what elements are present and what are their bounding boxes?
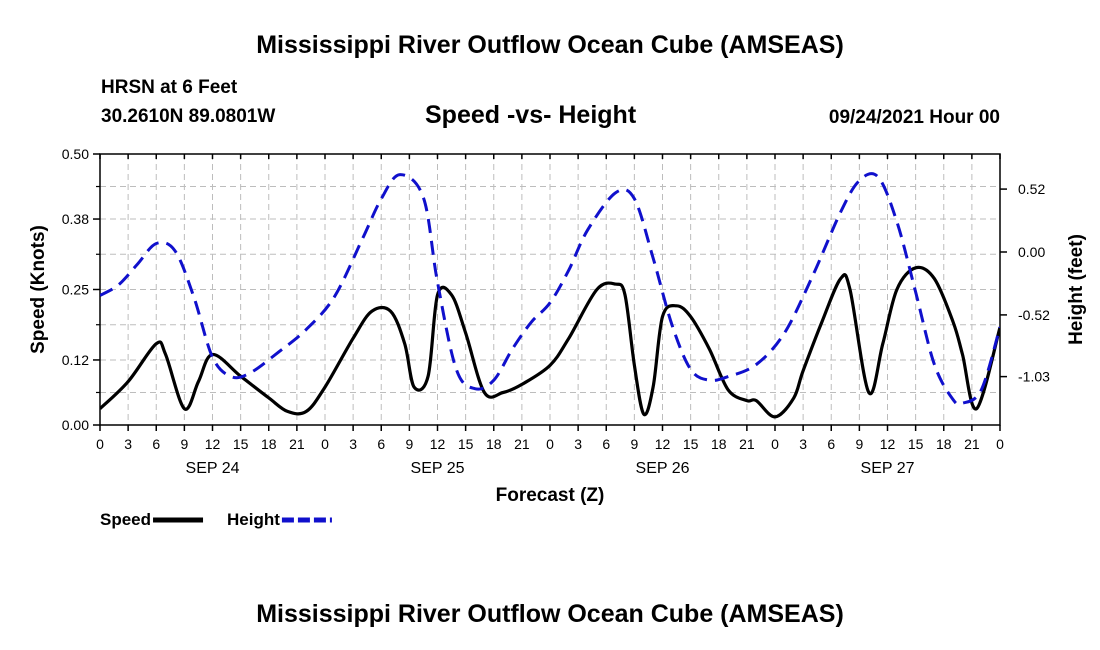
y-left-tick-label: 0.38 bbox=[62, 211, 89, 227]
x-tick-label: 12 bbox=[205, 436, 221, 452]
x-tick-label: 15 bbox=[908, 436, 924, 452]
x-tick-label: 6 bbox=[152, 436, 160, 452]
day-label: SEP 27 bbox=[861, 460, 915, 477]
station-label: HRSN at 6 Feet bbox=[101, 77, 238, 98]
x-tick-label: 6 bbox=[377, 436, 385, 452]
title-bottom: Mississippi River Outflow Ocean Cube (AM… bbox=[256, 600, 844, 628]
x-tick-label: 0 bbox=[96, 436, 104, 452]
x-tick-label: 21 bbox=[964, 436, 980, 452]
x-tick-label: 12 bbox=[430, 436, 446, 452]
y-left-tick-label: 0.25 bbox=[62, 282, 89, 298]
x-tick-label: 9 bbox=[405, 436, 413, 452]
run-time-label: 09/24/2021 Hour 00 bbox=[828, 107, 1000, 128]
x-tick-label: 3 bbox=[799, 436, 807, 452]
x-tick-label: 15 bbox=[458, 436, 474, 452]
x-tick-label: 0 bbox=[771, 436, 779, 452]
y-axis-label-left: Speed (Knots) bbox=[28, 225, 49, 354]
y-axis-label-right: Height (feet) bbox=[1066, 234, 1087, 345]
x-tick-label: 0 bbox=[546, 436, 554, 452]
speed-line bbox=[100, 265, 1000, 419]
x-tick-label: 12 bbox=[655, 436, 671, 452]
title-top: Mississippi River Outflow Ocean Cube (AM… bbox=[256, 31, 844, 59]
x-tick-label: 18 bbox=[486, 436, 502, 452]
x-tick-label: 6 bbox=[827, 436, 835, 452]
x-tick-label: 3 bbox=[124, 436, 132, 452]
legend-label-height: Height bbox=[227, 510, 280, 529]
x-tick-label: 18 bbox=[711, 436, 727, 452]
y-left-tick-label: 0.12 bbox=[62, 352, 89, 368]
x-tick-label: 21 bbox=[739, 436, 755, 452]
x-tick-label: 0 bbox=[996, 436, 1004, 452]
y-right-tick-label: 0.00 bbox=[1018, 244, 1045, 260]
x-tick-label: 0 bbox=[321, 436, 329, 452]
x-tick-label: 15 bbox=[683, 436, 699, 452]
day-label: SEP 24 bbox=[186, 460, 240, 477]
x-tick-label: 9 bbox=[855, 436, 863, 452]
chart-subtitle: Speed -vs- Height bbox=[425, 101, 637, 129]
x-axis-label: Forecast (Z) bbox=[496, 485, 605, 506]
x-tick-label: 9 bbox=[180, 436, 188, 452]
x-tick-label: 18 bbox=[261, 436, 277, 452]
height-line bbox=[100, 172, 1000, 406]
x-tick-label: 12 bbox=[880, 436, 896, 452]
x-tick-label: 18 bbox=[936, 436, 952, 452]
x-tick-label: 15 bbox=[233, 436, 249, 452]
y-right-tick-label: -0.52 bbox=[1018, 307, 1050, 323]
x-tick-label: 3 bbox=[574, 436, 582, 452]
day-label: SEP 25 bbox=[411, 460, 465, 477]
y-left-tick-label: 0.50 bbox=[62, 146, 89, 162]
y-right-tick-label: -1.03 bbox=[1018, 369, 1050, 385]
x-tick-label: 21 bbox=[289, 436, 305, 452]
x-tick-label: 21 bbox=[514, 436, 530, 452]
x-tick-label: 3 bbox=[349, 436, 357, 452]
x-tick-label: 9 bbox=[630, 436, 638, 452]
day-label: SEP 26 bbox=[636, 460, 690, 477]
y-right-tick-label: 0.52 bbox=[1018, 181, 1045, 197]
y-left-tick-label: 0.00 bbox=[62, 417, 89, 433]
location-label: 30.2610N 89.0801W bbox=[101, 106, 276, 127]
legend-label-speed: Speed bbox=[100, 510, 151, 529]
x-tick-label: 6 bbox=[602, 436, 610, 452]
